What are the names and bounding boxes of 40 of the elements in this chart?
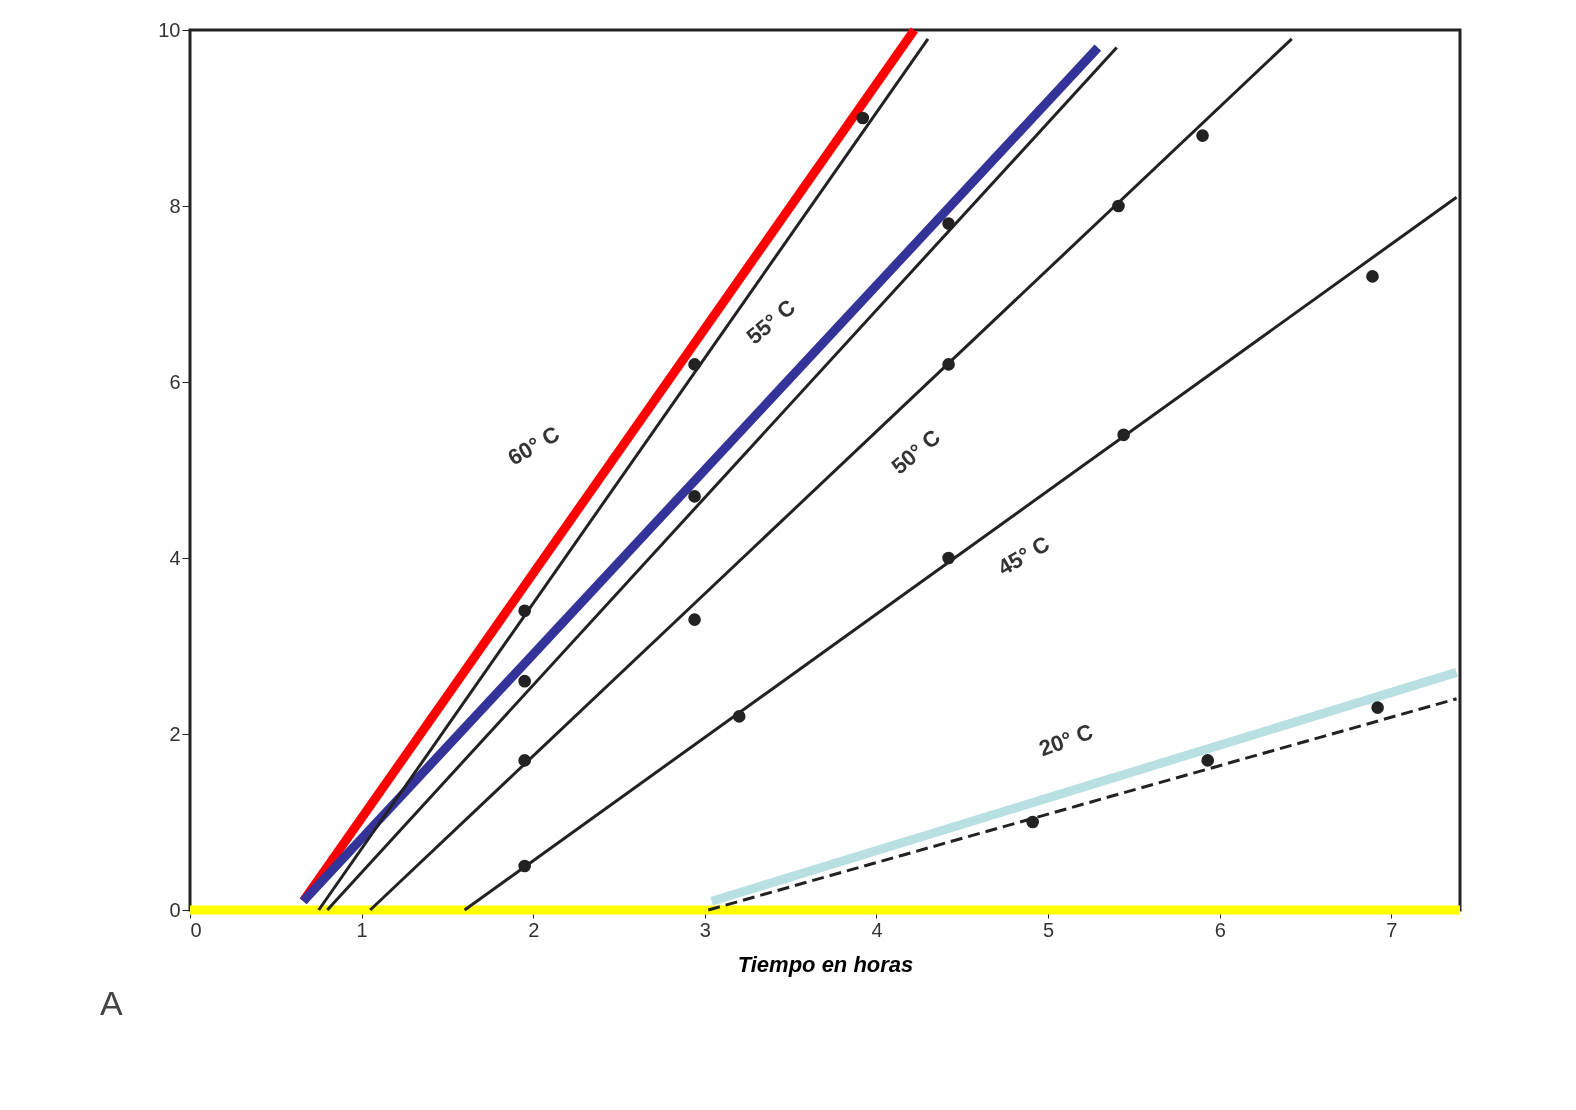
x-tick-label: 4 [871, 918, 883, 941]
point [942, 358, 955, 371]
point [942, 217, 955, 230]
y-tick-label: 0 [169, 898, 181, 921]
y-tick-label: 8 [169, 194, 181, 217]
point [688, 613, 701, 626]
x-tick-label: 5 [1043, 918, 1055, 941]
annotation: 60° C [503, 421, 564, 471]
point [518, 859, 531, 873]
point [1117, 428, 1130, 442]
point [1196, 129, 1209, 142]
point [1366, 270, 1379, 283]
y-tick-label: 10 [158, 18, 181, 41]
point [856, 111, 870, 125]
x-axis-title: Tiempo en horas [737, 951, 914, 977]
point [1371, 701, 1384, 714]
point [942, 551, 955, 565]
point [1026, 815, 1039, 829]
y-tick-label: 4 [169, 546, 181, 569]
point [1201, 754, 1215, 767]
x-tick-label: 6 [1214, 918, 1226, 941]
point [732, 710, 746, 723]
text: A [100, 984, 123, 1022]
x-tick-label: 7 [1386, 918, 1398, 941]
x-tick-label: 3 [699, 918, 711, 941]
point [1112, 199, 1125, 213]
y-tick-label: 6 [169, 370, 181, 393]
point [688, 358, 701, 371]
annotation: 55° C [741, 294, 801, 350]
y-tick-label: 2 [169, 722, 181, 745]
point [518, 674, 531, 688]
point [688, 490, 701, 503]
x-tick-label: 2 [528, 918, 540, 941]
point [518, 754, 531, 767]
point [518, 604, 531, 618]
x-tick-label: 0 [190, 918, 202, 941]
annotation: 50° C [886, 424, 946, 480]
x-tick-label: 1 [356, 918, 368, 941]
annotation: 45° C [993, 531, 1054, 581]
annotation: 20° C [1035, 718, 1097, 762]
